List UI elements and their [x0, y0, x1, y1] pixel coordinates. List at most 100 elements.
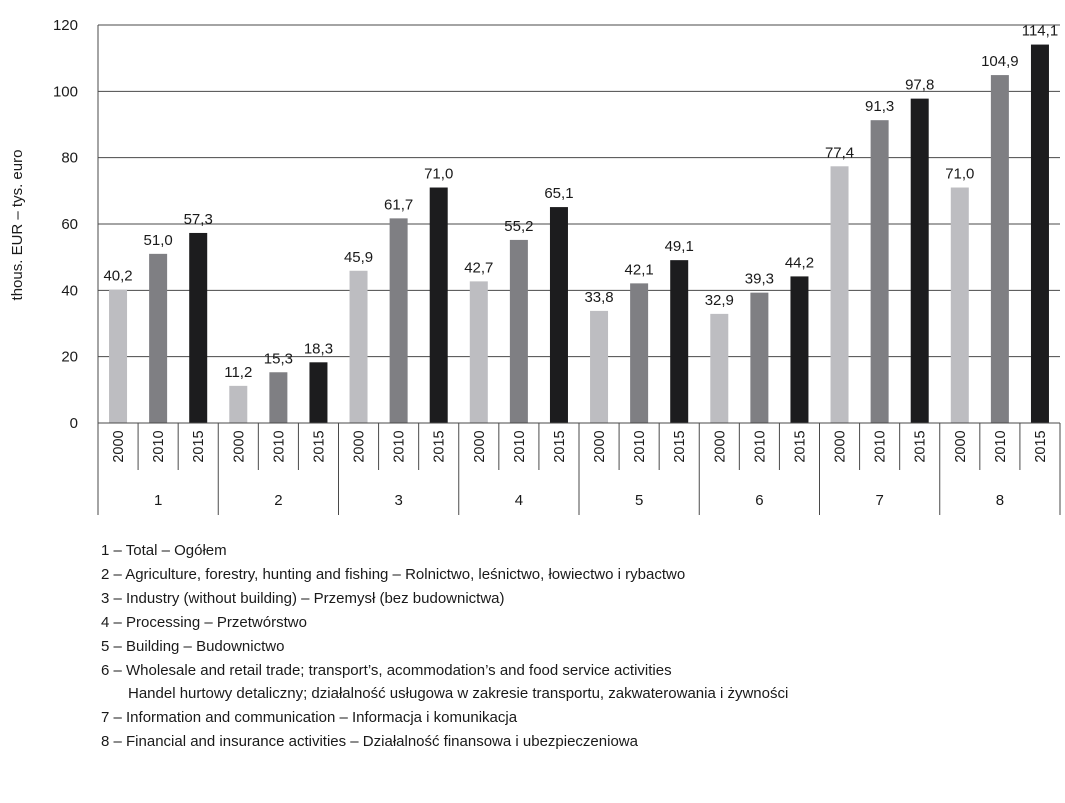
- bar-2015: [189, 232, 208, 423]
- y-tick-label: 120: [53, 17, 78, 34]
- x-axis: 1 2000 2010 2015 2 2000 2010 2015 3 2000 2010 2015 4…: [97, 422, 1061, 515]
- x-tick-label: 2015: [552, 430, 568, 462]
- bar-2000: [469, 281, 488, 423]
- data-label: 40,2: [103, 268, 132, 285]
- x-tick-label: 2000: [231, 430, 247, 462]
- legend-item-6-polish: Handel hurtowy detaliczny; działalność u…: [128, 685, 789, 703]
- x-tick-label: 2015: [311, 430, 327, 462]
- bar-2000: [229, 385, 248, 423]
- y-tick-label: 0: [70, 415, 78, 432]
- bar-2000: [109, 289, 128, 423]
- data-label: 71,0: [945, 166, 974, 183]
- group-label: 6: [755, 492, 763, 509]
- bar-2015: [429, 187, 448, 423]
- data-label: 42,1: [625, 261, 654, 278]
- x-tick-label: 2015: [672, 430, 688, 462]
- data-label: 61,7: [384, 196, 413, 213]
- x-tick-label: 2000: [953, 430, 969, 462]
- bar-2010: [990, 75, 1009, 423]
- x-tick-label: 2010: [752, 430, 768, 462]
- data-label: 11,2: [224, 364, 252, 381]
- bar-2000: [349, 270, 368, 423]
- bar-2010: [389, 218, 408, 423]
- bar-2010: [269, 372, 288, 423]
- data-labels: 40,2 51,0 57,3 11,2 15,3 18,3 45,9 61,7 71,0 42,7…: [103, 23, 1058, 381]
- x-tick-label: 2010: [873, 430, 889, 462]
- group-label: 1: [154, 492, 162, 509]
- legend-item-7: 7 – Information and communication – Info…: [101, 709, 518, 727]
- group-label: 2: [274, 492, 282, 509]
- bar-2010: [509, 239, 528, 423]
- bar-2010: [630, 283, 649, 423]
- x-tick-label: 2000: [352, 430, 368, 462]
- category-legend: 1 – Total – Ogółem 2 – Agriculture, fore…: [101, 539, 788, 754]
- bar-2000: [950, 187, 969, 423]
- grid-lines: [97, 24, 1060, 423]
- legend-item-6: 6 – Wholesale and retail trade; transpor…: [101, 661, 672, 679]
- y-axis-ticks: 0 20 40 60 80 100 120: [53, 17, 78, 432]
- bars: [109, 44, 1049, 424]
- bar-2015: [309, 362, 328, 423]
- data-label: 51,0: [144, 232, 173, 249]
- legend-item-3: 3 – Industry (without building) – Przemy…: [101, 589, 505, 607]
- x-tick-label: 2015: [191, 430, 207, 462]
- data-label: 44,2: [785, 254, 814, 271]
- data-label: 45,9: [344, 249, 373, 266]
- x-tick-label: 2010: [392, 430, 408, 462]
- data-label: 65,1: [544, 185, 573, 202]
- legend-item-8: 8 – Financial and insurance activities –…: [101, 733, 638, 751]
- x-tick-label: 2000: [472, 430, 488, 462]
- bar-chart: 0 20 40 60 80 100 120 40,2 51,0 57,3 11,2 15,3 18,3…: [9, 17, 1061, 515]
- bar-2015: [549, 207, 568, 423]
- x-tick-label: 2010: [271, 430, 287, 462]
- x-tick-label: 2015: [913, 430, 929, 462]
- legend-item-4: 4 – Processing – Przetwórstwo: [101, 613, 307, 631]
- data-label: 55,2: [504, 218, 533, 235]
- x-tick-label: 2000: [592, 430, 608, 462]
- bar-2015: [910, 98, 929, 423]
- data-label: 104,9: [981, 53, 1019, 70]
- data-label: 91,3: [865, 98, 894, 115]
- data-label: 42,7: [464, 259, 493, 276]
- y-tick-label: 60: [61, 216, 78, 233]
- bar-2010: [149, 253, 168, 423]
- x-tick-label: 2015: [432, 430, 448, 462]
- y-tick-label: 20: [61, 349, 78, 366]
- x-tick-label: 2015: [792, 430, 808, 462]
- x-tick-label: 2010: [632, 430, 648, 462]
- bar-2000: [710, 313, 729, 423]
- data-label: 97,8: [905, 77, 934, 94]
- group-label: 8: [996, 492, 1004, 509]
- bar-2010: [750, 292, 769, 423]
- bar-2000: [590, 310, 609, 423]
- y-tick-label: 80: [61, 150, 78, 167]
- data-label: 15,3: [264, 350, 293, 367]
- bar-2015: [1030, 44, 1049, 424]
- group-label: 3: [394, 492, 402, 509]
- data-label: 114,1: [1022, 23, 1058, 40]
- x-tick-label: 2010: [512, 430, 528, 462]
- data-label: 39,3: [745, 271, 774, 288]
- data-label: 71,0: [424, 166, 453, 183]
- bar-2015: [790, 276, 809, 423]
- bar-2015: [670, 260, 689, 423]
- data-label: 32,9: [705, 292, 734, 309]
- legend-item-1: 1 – Total – Ogółem: [101, 542, 227, 559]
- y-axis-label: thous. EUR – tys. euro: [9, 150, 26, 301]
- legend-item-2: 2 – Agriculture, forestry, hunting and f…: [101, 565, 686, 583]
- group-label: 5: [635, 492, 643, 509]
- x-tick-label: 2015: [1033, 430, 1049, 462]
- group-label: 4: [515, 492, 523, 509]
- data-label: 33,8: [584, 289, 613, 306]
- data-label: 18,3: [304, 340, 333, 357]
- data-label: 57,3: [184, 211, 213, 228]
- legend-item-5: 5 – Building – Budownictwo: [101, 637, 285, 655]
- x-tick-label: 2000: [712, 430, 728, 462]
- group-label: 7: [875, 492, 883, 509]
- x-tick-label: 2000: [111, 430, 127, 462]
- x-tick-label: 2010: [151, 430, 167, 462]
- bar-2000: [830, 166, 849, 424]
- y-tick-label: 100: [53, 83, 78, 100]
- x-tick-label: 2010: [993, 430, 1009, 462]
- data-label: 77,4: [825, 144, 854, 161]
